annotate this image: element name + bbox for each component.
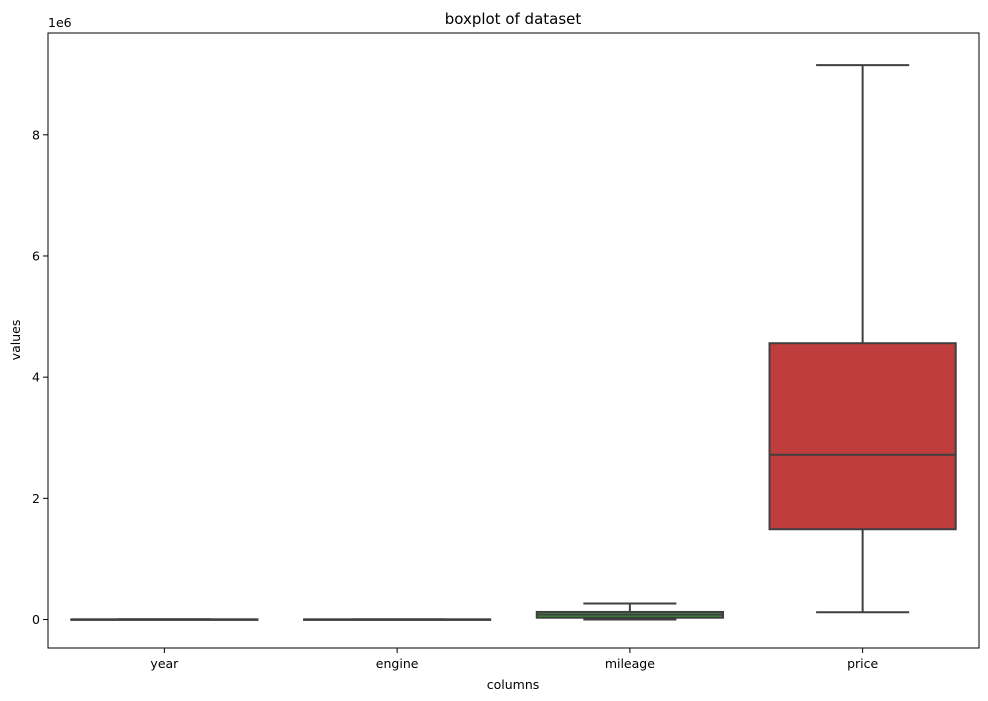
y-tick-label: 0 xyxy=(32,612,40,627)
x-axis: year engine mileage price xyxy=(150,648,878,671)
y-axis-multiplier-label: 1e6 xyxy=(48,15,72,30)
y-tick-label: 8 xyxy=(32,127,40,142)
plot-area xyxy=(70,64,957,621)
y-axis: 0 2 4 6 8 xyxy=(32,127,48,627)
box-mileage xyxy=(535,602,724,621)
x-tick-label-engine: engine xyxy=(376,656,419,671)
plot-frame xyxy=(47,32,980,649)
y-tick-label: 2 xyxy=(32,491,40,506)
x-tick-label-mileage: mileage xyxy=(605,656,655,671)
box-price xyxy=(768,64,957,614)
box-engine xyxy=(303,618,492,621)
chart-title: boxplot of dataset xyxy=(445,10,582,28)
x-tick-label-year: year xyxy=(150,656,179,671)
box-iqr xyxy=(768,342,957,531)
y-tick-label: 4 xyxy=(32,370,40,385)
box-year xyxy=(70,618,259,621)
y-axis-label: values xyxy=(8,320,23,361)
y-tick-label: 6 xyxy=(32,248,40,263)
x-tick-label-price: price xyxy=(847,656,878,671)
x-axis-label: columns xyxy=(487,677,540,692)
